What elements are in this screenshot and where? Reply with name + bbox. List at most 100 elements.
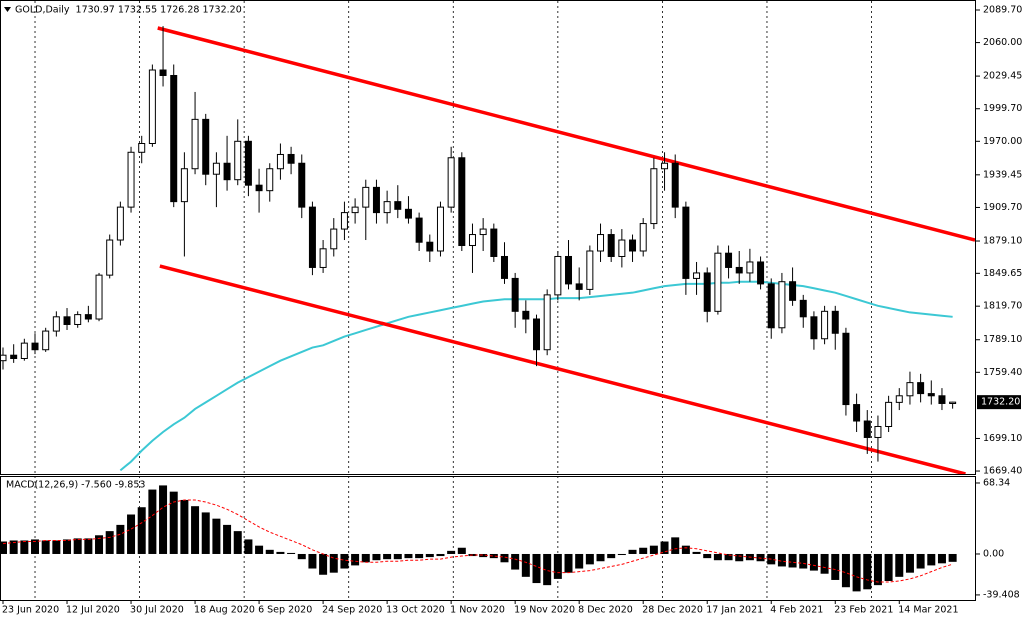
candle-body: [522, 310, 530, 320]
candle-body: [127, 151, 135, 208]
macd-bar: [692, 551, 701, 554]
macd-bar: [0, 541, 7, 554]
macd-bar: [297, 553, 306, 560]
macd-bar: [127, 514, 136, 554]
candle-body: [362, 186, 370, 208]
candle-body: [148, 69, 156, 145]
x-tick-label: 23 Feb 2021: [834, 605, 893, 616]
macd-bar: [884, 553, 893, 581]
candle-body: [191, 118, 199, 170]
macd-bar: [607, 553, 616, 559]
x-tick-label: 30 Jul 2020: [130, 605, 184, 616]
candle-body: [180, 168, 188, 203]
candle-body: [404, 208, 412, 219]
macd-bar: [95, 535, 104, 554]
x-tick-label: 24 Sep 2020: [322, 605, 382, 616]
macd-bar: [735, 553, 744, 562]
candle-body: [458, 157, 466, 247]
candle-body: [426, 241, 434, 252]
candle-body: [84, 314, 92, 320]
candle-body: [244, 140, 252, 186]
macd-bar: [756, 553, 765, 562]
candle-body: [276, 153, 284, 170]
y-tick-label: 68.34: [983, 477, 1010, 488]
symbol-marker: [4, 7, 11, 12]
candle-body: [565, 255, 573, 285]
macd-bar: [31, 539, 40, 554]
macd-bar: [799, 553, 808, 569]
candle-body: [330, 228, 338, 250]
macd-bar: [404, 553, 413, 559]
candle-body: [0, 354, 7, 362]
chart-title: GOLD,Daily 1730.97 1732.55 1726.28 1732.…: [15, 5, 242, 16]
macd-bar: [63, 539, 72, 554]
x-tick-label: 1 Nov 2020: [450, 605, 505, 616]
candle-body: [842, 332, 850, 406]
macd-bar: [116, 524, 125, 554]
candle-body: [52, 316, 60, 332]
macd-bar: [532, 553, 541, 584]
candle-body: [308, 206, 316, 268]
moving-average: [119, 280, 953, 472]
macd-bar: [511, 553, 520, 570]
macd-bar: [457, 547, 466, 554]
y-tick-label: 1849.65: [983, 268, 1022, 279]
candle-body: [906, 382, 914, 397]
candle-body: [927, 393, 935, 397]
macd-bar: [73, 538, 82, 554]
y-tick-label: 1699.10: [983, 433, 1022, 444]
price-plot: [0, 26, 976, 474]
macd-bar: [159, 485, 168, 554]
macd-bar: [479, 553, 488, 558]
macd-bar: [777, 553, 786, 567]
x-tick-label: 18 Aug 2020: [194, 605, 255, 616]
candle-body: [340, 212, 348, 230]
x-tick-label: 14 Mar 2021: [898, 605, 958, 616]
candle-body: [821, 310, 829, 340]
candle-body: [266, 168, 274, 192]
macd-bar: [105, 531, 114, 554]
macd-bar: [639, 547, 648, 554]
candle-body: [63, 316, 71, 325]
macd-bar: [500, 553, 509, 563]
y-tick-label: 1759.40: [983, 367, 1022, 378]
macd-bar: [329, 553, 338, 573]
candle-body: [799, 299, 807, 318]
candle-body: [394, 201, 402, 210]
candle-body: [31, 342, 39, 351]
candle-body: [95, 274, 103, 320]
macd-bar: [9, 540, 18, 554]
signal-line: [2, 499, 953, 583]
candle-body: [223, 162, 231, 181]
macd-bar: [265, 549, 274, 554]
y-tick-label: 2089.70: [983, 5, 1022, 16]
macd-bar: [873, 553, 882, 586]
candle-body: [116, 206, 124, 241]
macd-bar: [201, 512, 210, 554]
candle-body: [639, 223, 647, 252]
candle-body: [575, 283, 583, 290]
candle-body: [661, 162, 669, 170]
y-tick-label: 1789.10: [983, 334, 1022, 345]
macd-bar: [788, 553, 797, 568]
candle-body: [650, 168, 658, 225]
y-tick-label: 1879.10: [983, 236, 1022, 247]
x-tick-label: 17 Jan 2021: [706, 605, 763, 616]
macd-bar: [543, 553, 552, 586]
candle-body: [159, 69, 167, 76]
trend-line: [159, 264, 966, 474]
candle-body: [714, 252, 722, 312]
candle-body: [789, 281, 797, 301]
macd-plot: [0, 485, 957, 592]
macd-bar: [809, 553, 818, 571]
candle-body: [319, 248, 327, 268]
macd-bar: [724, 553, 733, 561]
candle-body: [693, 272, 701, 279]
macd-bar: [927, 553, 936, 566]
macd-bar: [895, 553, 904, 577]
candle-body: [767, 283, 775, 329]
macd-bar: [585, 553, 594, 565]
candle-body: [42, 330, 50, 351]
